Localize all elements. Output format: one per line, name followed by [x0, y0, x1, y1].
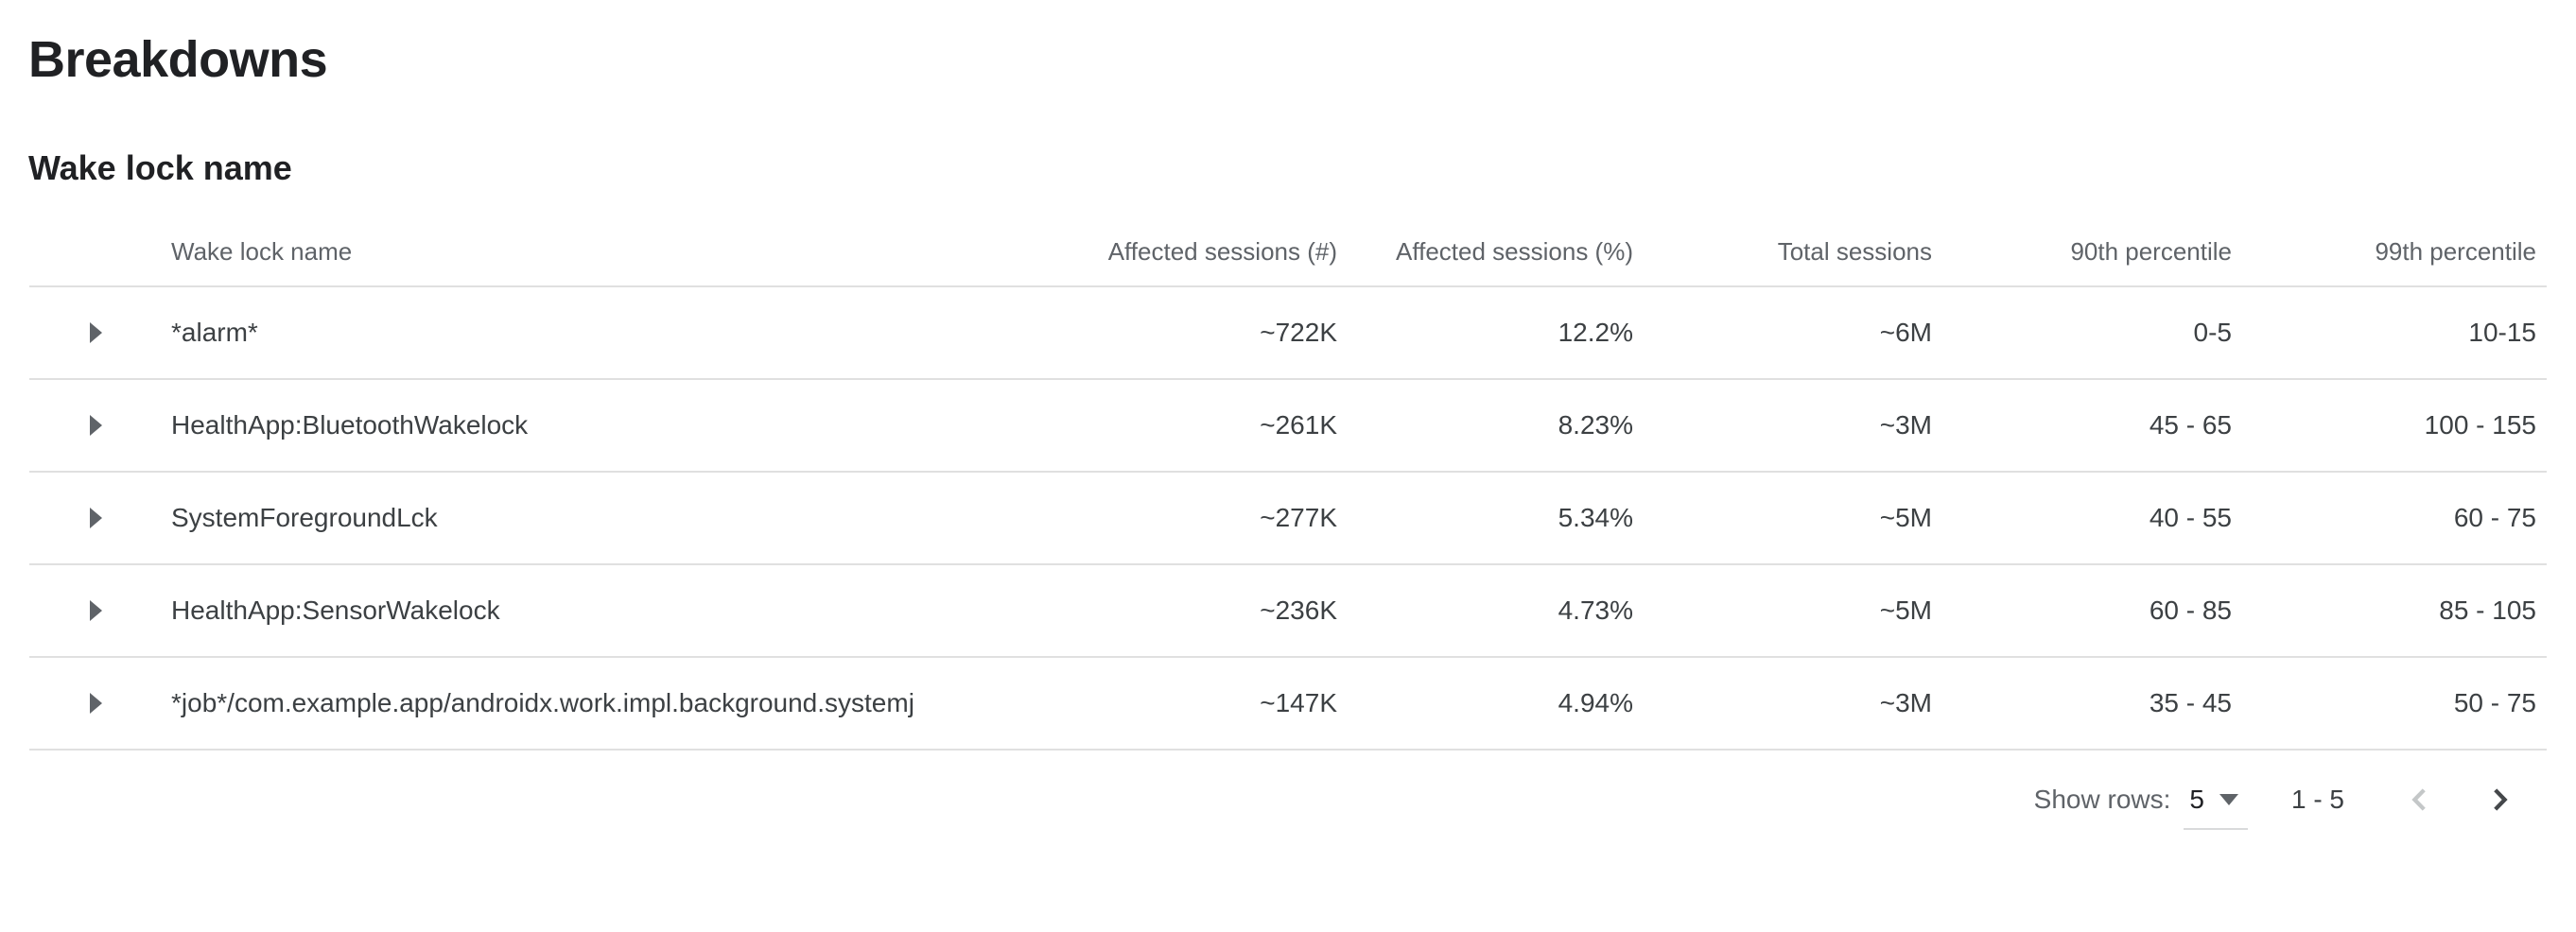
- p90-cell: 40 - 55: [2149, 503, 2232, 532]
- column-header-total-sessions[interactable]: Total sessions: [1777, 236, 1932, 266]
- chevron-left-icon: [2411, 788, 2426, 811]
- expander-cell: [29, 508, 171, 528]
- breakdowns-page: Breakdowns Wake lock name Wake lock name…: [0, 34, 2576, 849]
- triangle-right-icon[interactable]: [90, 508, 102, 528]
- table-row[interactable]: HealthApp:SensorWakelock ~236K 4.73% ~5M…: [29, 565, 2547, 658]
- p99-cell: 85 - 105: [2439, 595, 2536, 625]
- previous-page-button[interactable]: [2401, 781, 2439, 819]
- wake-lock-name-cell: HealthApp:BluetoothWakelock: [171, 410, 529, 440]
- column-header-90th-percentile[interactable]: 90th percentile: [2070, 236, 2232, 266]
- expander-cell: [29, 693, 171, 714]
- affected-sessions-count-cell: ~261K: [1260, 410, 1337, 440]
- affected-sessions-pct-cell: 4.94%: [1558, 688, 1633, 717]
- wake-lock-name-cell: *job*/com.example.app/androidx.work.impl…: [171, 688, 914, 717]
- next-page-button[interactable]: [2480, 781, 2518, 819]
- column-header-wake-lock-name[interactable]: Wake lock name: [171, 236, 353, 266]
- caret-down-icon: [2219, 794, 2238, 805]
- section-title: Wake lock name: [28, 148, 292, 187]
- p90-cell: 35 - 45: [2149, 688, 2232, 717]
- page-title: Breakdowns: [28, 31, 328, 88]
- column-header-affected-sessions-pct[interactable]: Affected sessions (%): [1396, 236, 1633, 266]
- table-row[interactable]: HealthApp:BluetoothWakelock ~261K 8.23% …: [29, 380, 2547, 473]
- rows-per-page-value: 5: [2189, 785, 2204, 814]
- affected-sessions-pct-cell: 4.73%: [1558, 595, 1633, 625]
- triangle-right-icon[interactable]: [90, 600, 102, 621]
- table-header-row: Wake lock name Affected sessions (#) Aff…: [29, 217, 2547, 287]
- table-row[interactable]: SystemForegroundLck ~277K 5.34% ~5M 40 -…: [29, 473, 2547, 565]
- expander-cell: [29, 322, 171, 343]
- affected-sessions-pct-cell: 8.23%: [1558, 410, 1633, 440]
- column-header-affected-sessions-count[interactable]: Affected sessions (#): [1107, 236, 1337, 266]
- total-sessions-cell: ~5M: [1879, 503, 1932, 532]
- total-sessions-cell: ~5M: [1879, 595, 1932, 625]
- column-header-99th-percentile[interactable]: 99th percentile: [2375, 236, 2536, 266]
- affected-sessions-count-cell: ~147K: [1260, 688, 1337, 717]
- p99-cell: 10-15: [2468, 318, 2536, 347]
- expander-cell: [29, 415, 171, 436]
- table-row[interactable]: *job*/com.example.app/androidx.work.impl…: [29, 658, 2547, 751]
- pagination-bar: Show rows: 5 1 - 5: [29, 751, 2518, 849]
- show-rows-label: Show rows:: [2033, 785, 2171, 814]
- triangle-right-icon[interactable]: [90, 322, 102, 343]
- p90-cell: 60 - 85: [2149, 595, 2232, 625]
- chevron-right-icon: [2494, 788, 2508, 811]
- total-sessions-cell: ~3M: [1879, 688, 1932, 717]
- total-sessions-cell: ~6M: [1879, 318, 1932, 347]
- triangle-right-icon[interactable]: [90, 693, 102, 714]
- p99-cell: 60 - 75: [2453, 503, 2536, 532]
- p90-cell: 45 - 65: [2149, 410, 2232, 440]
- rows-per-page-select[interactable]: 5: [2184, 785, 2248, 830]
- affected-sessions-pct-cell: 12.2%: [1558, 318, 1633, 347]
- expander-cell: [29, 600, 171, 621]
- p90-cell: 0-5: [2193, 318, 2232, 347]
- affected-sessions-count-cell: ~722K: [1260, 318, 1337, 347]
- affected-sessions-pct-cell: 5.34%: [1558, 503, 1633, 532]
- affected-sessions-count-cell: ~277K: [1260, 503, 1337, 532]
- p99-cell: 50 - 75: [2453, 688, 2536, 717]
- triangle-right-icon[interactable]: [90, 415, 102, 436]
- table-row[interactable]: *alarm* ~722K 12.2% ~6M 0-5 10-15: [29, 287, 2547, 380]
- wake-lock-name-cell: HealthApp:SensorWakelock: [171, 595, 500, 625]
- affected-sessions-count-cell: ~236K: [1260, 595, 1337, 625]
- total-sessions-cell: ~3M: [1879, 410, 1932, 440]
- p99-cell: 100 - 155: [2424, 410, 2536, 440]
- wake-lock-table: Wake lock name Affected sessions (#) Aff…: [29, 217, 2547, 849]
- wake-lock-name-cell: *alarm*: [171, 318, 258, 347]
- wake-lock-name-cell: SystemForegroundLck: [171, 503, 438, 532]
- page-range-label: 1 - 5: [2290, 785, 2344, 814]
